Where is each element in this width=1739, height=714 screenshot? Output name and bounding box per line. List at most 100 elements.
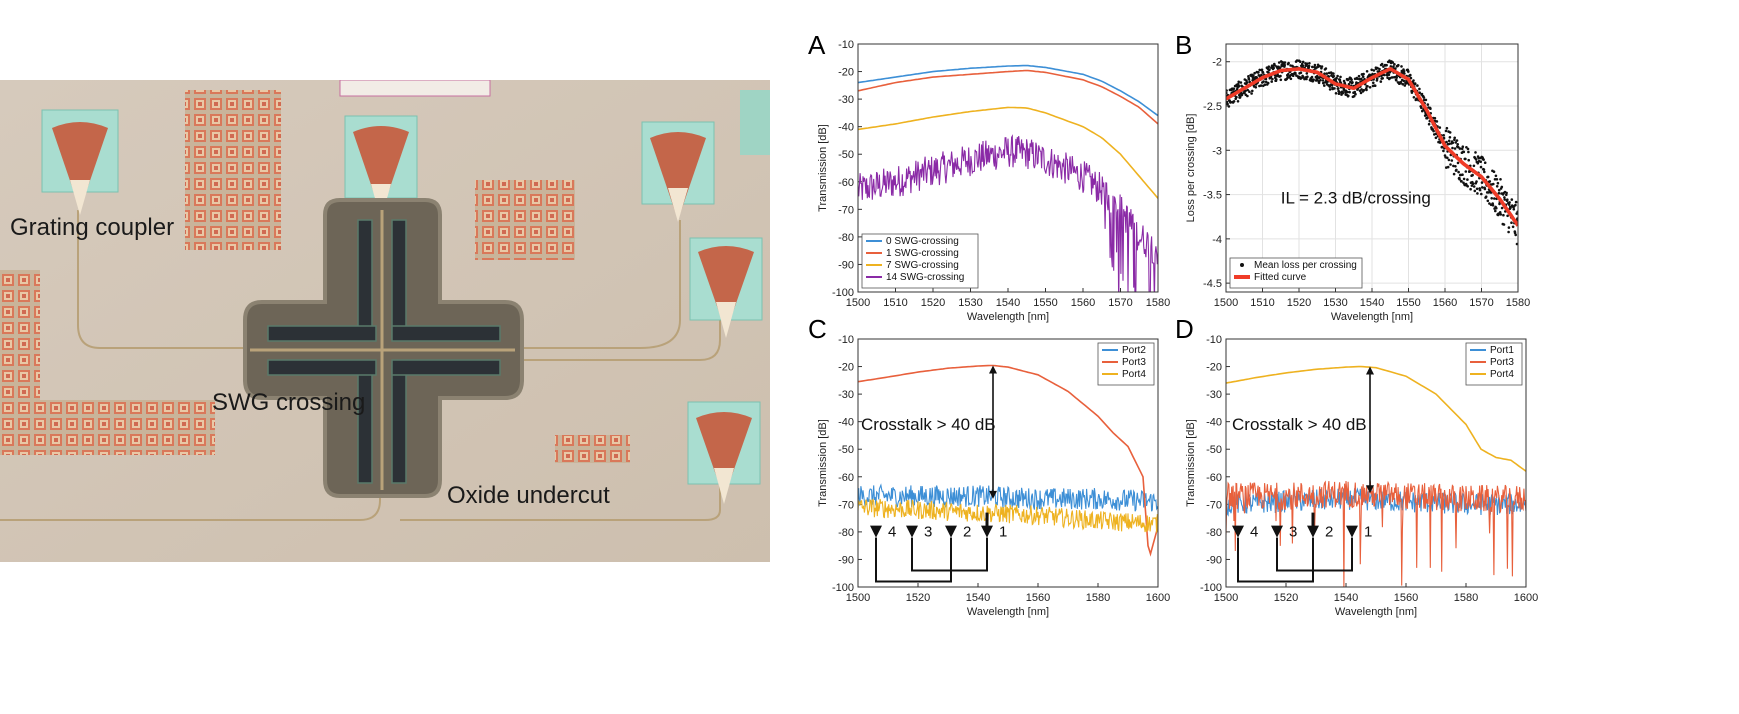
chart-b-point <box>1283 63 1286 67</box>
chart-b-point <box>1465 146 1468 149</box>
chart-b-point <box>1226 102 1229 106</box>
chart-b-point <box>1370 68 1373 72</box>
chart-b-point <box>1447 158 1451 162</box>
chart-c-ylabel: Transmission [dB] <box>817 419 829 507</box>
chart-b-point <box>1515 242 1518 246</box>
grating-coupler-4 <box>689 237 763 338</box>
chart-c-port-marker <box>945 525 957 538</box>
chart-d-ytick-label: -40 <box>1206 417 1222 429</box>
chart-b-point <box>1272 66 1275 70</box>
chart-b-point <box>1394 67 1397 70</box>
chart-b-point <box>1505 191 1508 195</box>
chart-a-ytick-label: -30 <box>838 94 854 106</box>
chart-b-point <box>1360 77 1363 81</box>
chart-b-point <box>1264 80 1268 84</box>
chart-b-point <box>1456 143 1459 146</box>
chart-b-point <box>1503 196 1506 199</box>
chart-b-point <box>1514 233 1517 237</box>
chart-b-point <box>1426 103 1430 106</box>
chart-b-point <box>1361 75 1365 78</box>
chart-b-point <box>1499 213 1503 216</box>
chart-b-point <box>1277 61 1281 64</box>
chart-b-point <box>1416 84 1419 87</box>
chart-d-crosstalk-marker: Crosstalk > 40 dB <box>1232 366 1374 494</box>
chart-b-point <box>1353 90 1357 94</box>
chart-a-xtick-label: 1510 <box>883 297 907 309</box>
swg-crossing-label: SWG crossing <box>212 389 365 416</box>
chart-d-port-diagram: 4 3 2 1 <box>1232 512 1372 583</box>
chart-b-point <box>1483 161 1487 164</box>
chart-c-series-1 <box>858 483 1158 512</box>
chart-b-point <box>1322 81 1325 85</box>
chart-b-point <box>1279 74 1282 78</box>
chart-c-port-label: 3 <box>924 524 932 541</box>
chart-b-point <box>1429 107 1432 110</box>
chart-d-ytick-label: -100 <box>1200 582 1222 594</box>
chart-c-port-marker <box>906 525 918 538</box>
chart-b-point <box>1479 160 1482 163</box>
chart-b-point <box>1229 101 1232 104</box>
chart-b-point <box>1433 116 1437 120</box>
chart-b-point <box>1480 181 1484 184</box>
chart-b-point <box>1313 63 1317 67</box>
chart-b-point <box>1372 81 1375 85</box>
chart-c-data <box>858 364 1158 557</box>
chart-b-point <box>1486 199 1490 203</box>
chart-d-ylabel: Transmission [dB] <box>1185 419 1197 507</box>
chart-b-xtick-label: 1550 <box>1396 297 1420 309</box>
chart-b-point <box>1307 64 1311 68</box>
chart-b-point <box>1321 79 1325 82</box>
chart-d-arrow-up <box>1366 366 1374 375</box>
chart-a-series-3 <box>858 106 1158 199</box>
chart-b-xtick-label: 1520 <box>1287 297 1311 309</box>
chart-b-point <box>1461 145 1465 148</box>
chart-d: 1500 1520 1540 1560 1580 1600 -10 -20 -30 -40 -50 -… <box>1185 334 1538 618</box>
chart-b-point <box>1358 77 1361 81</box>
chart-b-point <box>1407 70 1410 73</box>
chart-b-point <box>1412 96 1416 99</box>
chart-c-xtick-label: 1540 <box>966 592 990 604</box>
chart-d-legend-entry: Port1 <box>1490 345 1514 356</box>
chart-b-point <box>1295 59 1299 62</box>
chart-d-ytick-label: -10 <box>1206 334 1222 346</box>
chart-b-point <box>1409 76 1413 80</box>
chart-a-xtick-label: 1580 <box>1146 297 1170 309</box>
chart-c-ytick-label: -20 <box>838 362 854 374</box>
chart-a-legend-entry: 0 SWG-crossing <box>886 236 959 247</box>
chart-b-point <box>1472 185 1476 188</box>
chart-c-xtick-label: 1500 <box>846 592 870 604</box>
chart-b-point <box>1381 77 1384 80</box>
chart-b-point <box>1232 87 1236 90</box>
chart-d-ytick-label: -60 <box>1206 472 1222 484</box>
chart-b-point <box>1421 109 1424 113</box>
chart-b-legend-entry: Fitted curve <box>1254 272 1307 283</box>
chart-b-point <box>1351 81 1354 84</box>
chart-b-point <box>1357 74 1361 78</box>
chart-b-point <box>1355 81 1358 84</box>
chart-b-point <box>1368 86 1372 89</box>
chart-b-point <box>1495 206 1498 210</box>
chart-c-crosstalk-marker: Crosstalk > 40 dB <box>861 365 997 499</box>
chart-b-ytick-label: -3.5 <box>1203 190 1222 202</box>
chart-b-point <box>1352 94 1356 98</box>
chart-b-point <box>1509 206 1512 210</box>
chart-b-point <box>1507 226 1511 229</box>
panel-letter-a: A <box>808 30 826 60</box>
chart-a-ylabel: Transmission [dB] <box>817 124 829 212</box>
chart-b-frame <box>1225 43 1519 293</box>
chart-c: 1500 1520 1540 1560 1580 1600 -10 -20 -30 -40 -50 -… <box>817 334 1170 618</box>
chart-b-point <box>1442 136 1446 140</box>
chart-b-point <box>1289 77 1293 81</box>
chart-b-point <box>1445 140 1448 144</box>
chart-c-ytick-label: -30 <box>838 389 854 401</box>
chart-b-point <box>1372 69 1376 72</box>
chart-a-xtick-label: 1560 <box>1071 297 1095 309</box>
chart-b-point <box>1311 65 1314 69</box>
chart-b-point <box>1244 89 1247 93</box>
chart-b-point <box>1246 88 1249 92</box>
chart-c-port-link-2 <box>911 537 988 572</box>
chart-b-point <box>1338 90 1341 94</box>
chart-b-point <box>1427 122 1431 126</box>
chart-b-point <box>1376 66 1379 70</box>
